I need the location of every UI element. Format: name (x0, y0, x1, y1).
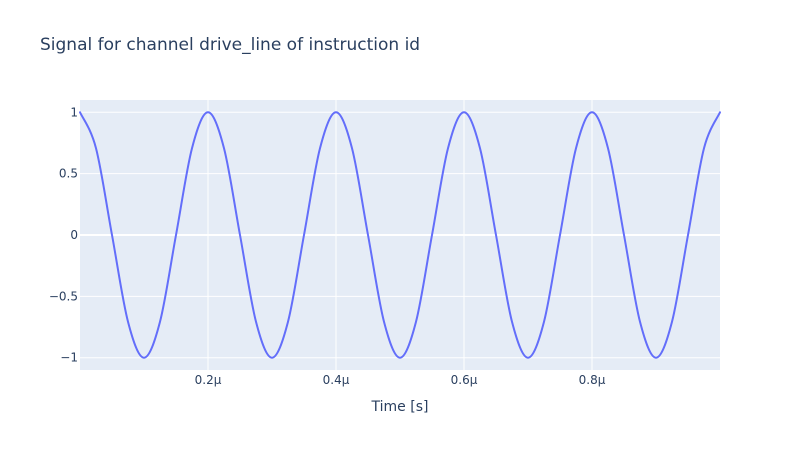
series-layer (79, 111, 721, 359)
x-tick-label: 0.8μ (579, 373, 606, 387)
y-tick-label: −1 (60, 351, 78, 365)
y-tick-label: 1 (70, 105, 78, 119)
y-tick-label: 0.5 (59, 167, 78, 181)
y-tick-label: 0 (70, 228, 78, 242)
x-tick-label: 0.6μ (451, 373, 478, 387)
x-axis-ticks: 0.2μ 0.4μ 0.6μ 0.8μ (195, 373, 606, 387)
y-axis-ticks: 1 0.5 0 −0.5 −1 (49, 105, 78, 364)
x-tick-label: 0.2μ (195, 373, 222, 387)
chart-title: Signal for channel drive_line of instruc… (40, 35, 420, 55)
x-axis-title: Time [s] (371, 399, 429, 415)
x-tick-label: 0.4μ (323, 373, 350, 387)
signal-series-line (79, 111, 721, 359)
y-tick-label: −0.5 (49, 289, 78, 303)
